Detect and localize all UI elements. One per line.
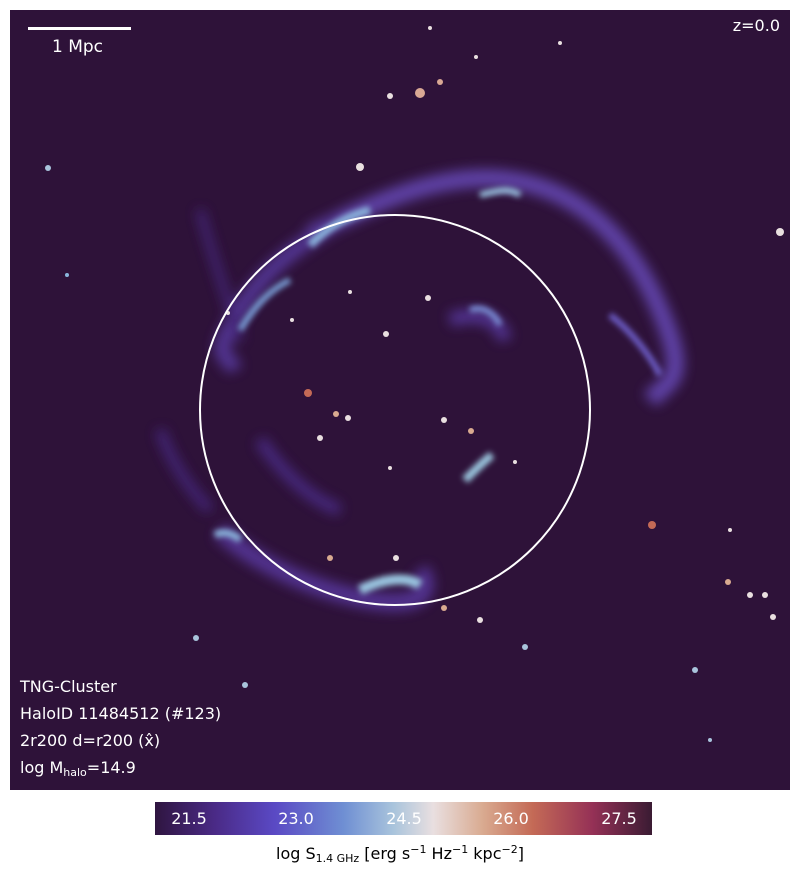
colorbar-label-prefix: log S [276,844,316,863]
redshift-label: z=0.0 [732,16,780,35]
bright-filaments [213,187,663,595]
r200-circle [199,214,591,606]
colorbar-tick: 26.0 [493,809,529,828]
compact-sources [45,26,784,742]
colorbar-label-exponent: −1 [451,843,469,856]
colorbar-label-exponent: −1 [410,843,427,856]
colorbar-tick: 23.0 [278,809,314,828]
colorbar-label-exponent: −2 [501,843,518,856]
colorbar: 21.5 23.0 24.5 26.0 27.5 [155,802,652,835]
radio-map-panel: 1 Mpc z=0.0 TNG-Cluster HaloID 11484512 … [10,10,790,790]
scale-bar-label: 1 Mpc [52,37,104,57]
halo-mass: log Mhalo=14.9 [20,758,136,779]
colorbar-label-units: ] [517,844,524,863]
colorbar-tick: 21.5 [171,809,207,828]
simulation-name: TNG-Cluster [20,677,117,696]
colorbar-tick: 27.5 [601,809,637,828]
radio-emission-map [45,26,784,742]
colorbar-label: log S1.4 GHz [erg s−1 Hz−1 kpc−2] [0,843,800,865]
halo-mass-value: =14.9 [86,758,136,777]
halo-mass-prefix: log M [20,758,64,777]
scale-bar [28,27,131,30]
colorbar-label-units: Hz [426,844,452,863]
colorbar-label-units: kpc [468,844,502,863]
colorbar-tick: 24.5 [386,809,422,828]
halo-mass-subscript: halo [63,766,87,779]
projection-info: 2r200 d=r200 (x̂) [20,731,161,750]
colorbar-label-subscript: 1.4 GHz [315,852,360,865]
colorbar-label-units: [erg s [359,844,411,863]
halo-id: HaloID 11484512 (#123) [20,704,222,723]
